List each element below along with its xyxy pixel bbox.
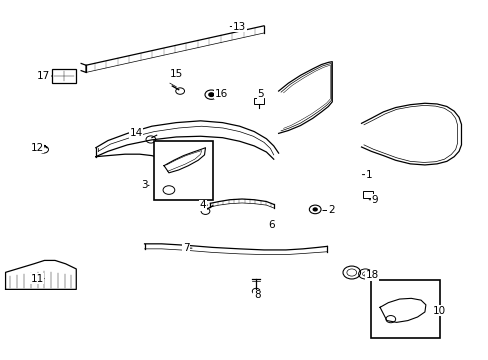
Bar <box>254 98 264 104</box>
Text: 2: 2 <box>327 206 334 216</box>
Text: 11: 11 <box>31 274 44 284</box>
Text: 16: 16 <box>214 89 227 99</box>
Bar <box>52 69 76 83</box>
Text: 14: 14 <box>129 129 142 138</box>
Text: 6: 6 <box>267 220 274 230</box>
Text: 18: 18 <box>365 270 378 280</box>
Text: 10: 10 <box>432 306 445 316</box>
Bar <box>154 140 212 200</box>
Circle shape <box>313 208 317 211</box>
Bar <box>362 192 372 198</box>
Text: 9: 9 <box>371 195 378 205</box>
Text: 12: 12 <box>31 143 44 153</box>
Text: 15: 15 <box>169 69 183 79</box>
Text: 3: 3 <box>141 180 147 190</box>
Text: 5: 5 <box>257 89 264 99</box>
Text: 4: 4 <box>199 200 206 210</box>
Text: 1: 1 <box>365 170 371 180</box>
Text: 7: 7 <box>183 243 189 253</box>
Bar <box>370 280 439 338</box>
Text: 17: 17 <box>37 71 50 81</box>
Circle shape <box>208 93 213 96</box>
Text: 13: 13 <box>232 22 246 32</box>
Text: 8: 8 <box>253 291 260 301</box>
